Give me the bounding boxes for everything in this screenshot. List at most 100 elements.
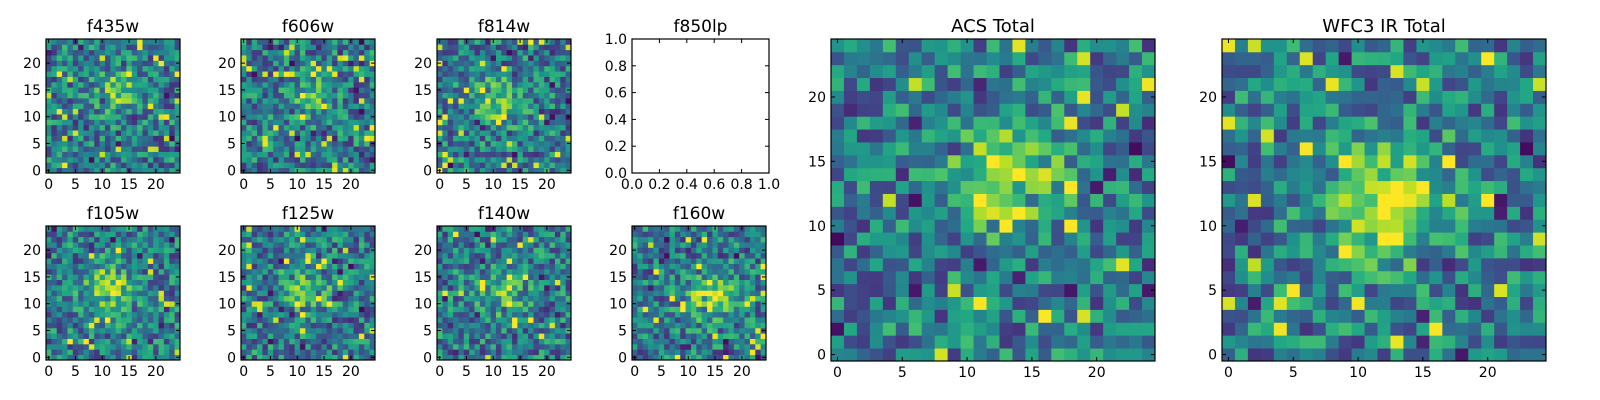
heatmap-cell	[565, 71, 572, 77]
heatmap-cell	[538, 146, 545, 152]
heatmap-cell	[437, 290, 443, 297]
heatmap-cell	[342, 130, 349, 136]
heatmap-cell	[326, 167, 333, 174]
heatmap-cell	[648, 279, 654, 286]
heatmap-cell	[538, 124, 545, 131]
heatmap-cell	[78, 97, 84, 104]
heatmap-cell	[369, 124, 376, 131]
heatmap-cell	[273, 135, 279, 142]
heatmap-cell	[458, 317, 465, 323]
heatmap-cell	[690, 258, 697, 264]
heatmap-cell	[479, 44, 486, 51]
heatmap-cell	[479, 39, 486, 45]
heatmap-cell	[321, 231, 328, 238]
heatmap-cell	[169, 322, 176, 329]
heatmap-cell	[707, 333, 713, 339]
heatmap-cell	[46, 156, 52, 163]
heatmap-cell	[251, 103, 258, 110]
heatmap-cell	[273, 349, 279, 356]
heatmap-cell	[895, 270, 910, 285]
heatmap-cell	[369, 333, 376, 339]
heatmap-cell	[653, 317, 660, 323]
heatmap-cell	[99, 71, 106, 77]
heatmap-cell	[538, 333, 545, 339]
heatmap-cell	[474, 49, 481, 56]
x-tick-label: 10	[288, 364, 306, 380]
heatmap-cell	[512, 140, 518, 147]
heatmap-cell	[696, 252, 703, 259]
heatmap-cell	[744, 284, 751, 291]
heatmap-cell	[642, 226, 649, 232]
heatmap-cell	[506, 236, 513, 243]
heatmap-cell	[528, 268, 534, 275]
heatmap-cell	[147, 146, 154, 152]
heatmap-cell	[321, 349, 328, 356]
heatmap-cell	[174, 49, 181, 56]
heatmap-cell	[453, 162, 459, 169]
heatmap-cell	[94, 130, 100, 136]
heatmap-cell	[131, 156, 138, 163]
heatmap-cell	[501, 343, 508, 350]
heatmap-cell	[453, 167, 459, 174]
heatmap-cell	[51, 92, 58, 99]
heatmap-cell	[495, 284, 502, 291]
heatmap-cell	[522, 274, 529, 280]
heatmap-cell	[137, 65, 143, 72]
heatmap-cell	[62, 135, 68, 142]
heatmap-cell	[512, 295, 518, 302]
heatmap-cell	[554, 162, 561, 169]
heatmap-cell	[358, 44, 365, 51]
heatmap-cell	[506, 354, 513, 361]
heatmap-cell	[110, 103, 117, 110]
heatmap-cell	[316, 162, 322, 169]
heatmap-cell	[565, 44, 572, 51]
y-tick-label: 10	[609, 297, 627, 313]
panel-title: f105w	[87, 204, 139, 224]
heatmap-cell	[251, 97, 258, 104]
heatmap-cell	[664, 327, 670, 334]
heatmap-cell	[326, 114, 333, 120]
heatmap-cell	[653, 284, 660, 291]
heatmap-cell	[453, 236, 459, 243]
heatmap-cell	[67, 140, 74, 147]
heatmap-cell	[51, 354, 58, 361]
heatmap-cell	[744, 306, 751, 313]
heatmap-cell	[495, 322, 502, 329]
heatmap-cell	[342, 135, 349, 142]
heatmap-cell	[94, 263, 100, 270]
heatmap-cell	[701, 247, 708, 254]
heatmap-cell	[99, 301, 106, 307]
heatmap-cell	[474, 236, 481, 243]
heatmap-cell	[843, 322, 858, 336]
heatmap-cell	[474, 146, 481, 152]
heatmap-cell	[664, 231, 670, 238]
heatmap-cell	[137, 151, 143, 158]
heatmap-cell	[565, 97, 572, 104]
heatmap-cell	[353, 92, 360, 99]
heatmap-cell	[1012, 257, 1026, 272]
heatmap-cell	[283, 242, 290, 248]
heatmap-cell	[479, 60, 486, 67]
heatmap-cell	[88, 103, 95, 110]
heatmap-cell	[342, 108, 349, 115]
heatmap-cell	[72, 236, 79, 243]
heatmap-cell	[674, 295, 681, 302]
y-tick-label: 15	[414, 83, 432, 99]
heatmap-cell	[305, 231, 312, 238]
heatmap-cell	[241, 268, 247, 275]
heatmap-cell	[51, 279, 58, 286]
heatmap-cell	[637, 247, 644, 254]
heatmap-cell	[986, 322, 1000, 336]
heatmap-cell	[174, 338, 181, 345]
heatmap-cell	[560, 81, 567, 88]
heatmap-cell	[485, 151, 491, 158]
heatmap-cell	[490, 295, 497, 302]
heatmap-cell	[305, 317, 312, 323]
heatmap-cell	[163, 130, 170, 136]
heatmap-cell	[321, 76, 328, 83]
heatmap-cell	[83, 97, 90, 104]
heatmap-cell	[305, 333, 312, 339]
heatmap-cell	[358, 247, 365, 254]
heatmap-cell	[882, 270, 897, 285]
heatmap-cell	[126, 119, 133, 126]
